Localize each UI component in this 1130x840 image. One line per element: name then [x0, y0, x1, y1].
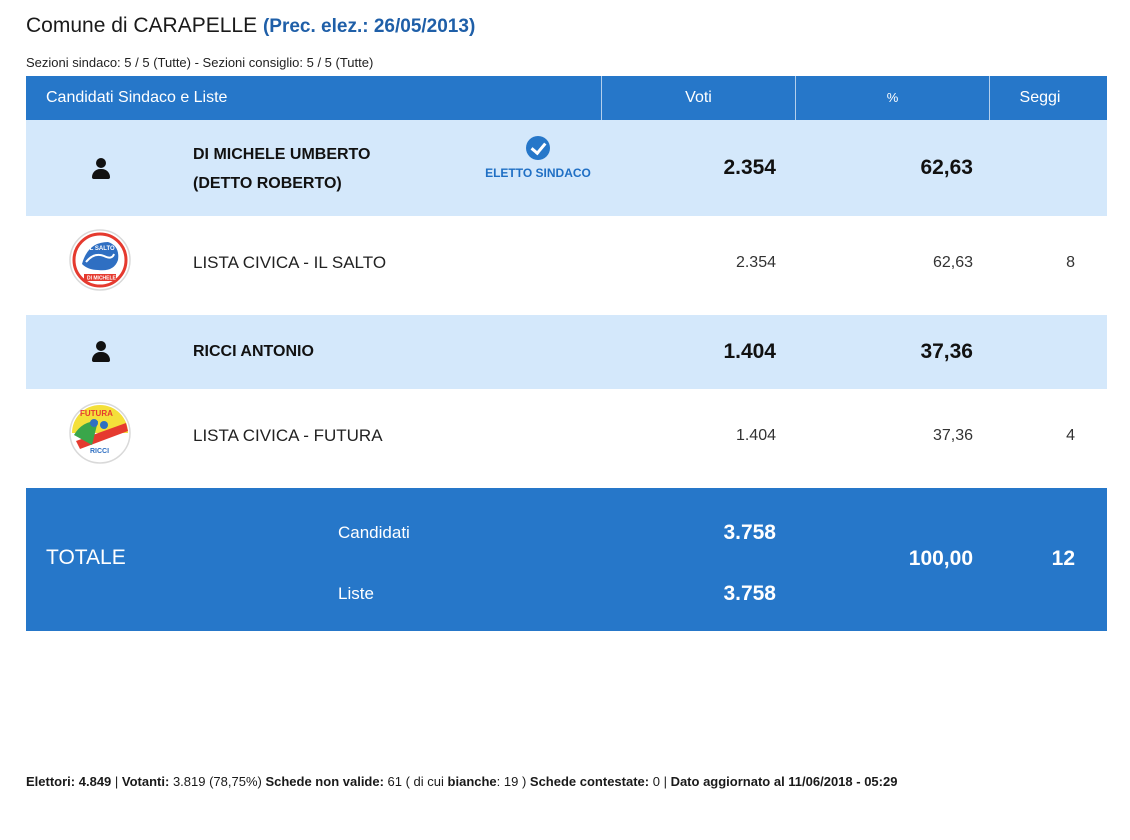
header-divider	[989, 76, 990, 120]
separator: |	[111, 774, 122, 789]
col-header-seats: Seggi	[1019, 89, 1061, 106]
invalid-ballots-label: Schede non valide:	[265, 774, 384, 789]
invalid-ballots-value: 61 ( di cui	[383, 774, 448, 789]
il-salto-logo: IL SALTO DI MICHELE	[68, 228, 132, 292]
contested-ballots-value: 0 |	[649, 774, 671, 789]
last-updated: Dato aggiornato al 11/06/2018 - 05:29	[670, 774, 898, 789]
header-divider	[795, 76, 796, 120]
col-header-votes: Voti	[685, 89, 712, 106]
total-candidates-votes: 3.758	[723, 521, 776, 544]
blank-ballots-label: bianche	[447, 774, 497, 789]
electors-label: Elettori:	[26, 774, 76, 789]
svg-text:IL SALTO: IL SALTO	[88, 246, 115, 252]
candidate-percent: 62,63	[920, 156, 973, 179]
col-header-candidates: Candidati Sindaco e Liste	[46, 89, 228, 106]
candidate-name: DI MICHELE UMBERTO (DETTO ROBERTO)	[193, 140, 370, 198]
list-percent: 37,36	[932, 427, 973, 444]
totals-row: TOTALE Candidati 3.758 Liste 3.758 100,0…	[26, 488, 1107, 631]
person-icon	[90, 341, 112, 363]
total-lists-votes: 3.758	[723, 582, 776, 605]
blank-ballots-value: : 19 )	[496, 774, 530, 789]
elected-badge: ELETTO SINDACO	[468, 136, 608, 180]
contested-ballots-label: Schede contestate:	[529, 774, 650, 789]
results-table: Candidati Sindaco e Liste Voti % Seggi D…	[26, 76, 1107, 488]
svg-text:RICCI: RICCI	[90, 448, 109, 455]
voters-value: 3.819 (78,75%)	[169, 774, 266, 789]
futura-logo: FUTURA RICCI	[68, 401, 132, 465]
candidate-name-line2: (DETTO ROBERTO)	[193, 175, 342, 192]
total-percent: 100,00	[908, 547, 973, 570]
total-seats: 12	[1051, 547, 1075, 570]
total-candidates-label: Candidati	[338, 523, 410, 542]
table-header: Candidati Sindaco e Liste Voti % Seggi	[26, 76, 1107, 120]
total-label: TOTALE	[46, 546, 126, 569]
turnout-summary: Elettori: 4.849 | Votanti: 3.819 (78,75%…	[26, 770, 1106, 794]
sections-info: Sezioni sindaco: 5 / 5 (Tutte) - Sezioni…	[26, 55, 374, 70]
list-row: FUTURA RICCI LISTA CIVICA - FUTURA 1.404…	[26, 389, 1107, 488]
candidate-name-line1: DI MICHELE UMBERTO	[193, 146, 371, 163]
list-name: LISTA CIVICA - FUTURA	[193, 426, 383, 445]
electors-value: 4.849	[78, 774, 112, 789]
list-row: IL SALTO DI MICHELE LISTA CIVICA - IL SA…	[26, 216, 1107, 315]
check-circle-icon	[526, 136, 550, 160]
svg-text:FUTURA: FUTURA	[80, 409, 113, 418]
person-icon	[90, 158, 112, 180]
candidate-name: RICCI ANTONIO	[193, 343, 314, 360]
candidate-votes: 2.354	[723, 156, 776, 179]
voters-label: Votanti:	[121, 774, 170, 789]
previous-election-link[interactable]: (Prec. elez.: 26/05/2013)	[262, 16, 476, 37]
title-municipality: Comune di CARAPELLE	[26, 14, 258, 37]
page-title: Comune di CARAPELLE (Prec. elez.: 26/05/…	[26, 14, 475, 38]
svg-text:DI MICHELE: DI MICHELE	[87, 276, 117, 282]
list-name: LISTA CIVICA - IL SALTO	[193, 253, 387, 272]
list-seats: 8	[1066, 254, 1075, 271]
col-header-percent: %	[886, 90, 899, 105]
header-divider	[601, 76, 602, 120]
total-lists-label: Liste	[338, 584, 374, 603]
elected-label: ELETTO SINDACO	[485, 166, 591, 180]
candidate-row: DI MICHELE UMBERTO (DETTO ROBERTO) ELETT…	[26, 120, 1107, 216]
list-votes: 2.354	[735, 254, 776, 271]
list-percent: 62,63	[932, 254, 973, 271]
candidate-row: RICCI ANTONIO 1.404 37,36	[26, 315, 1107, 389]
candidate-votes: 1.404	[723, 340, 776, 363]
candidate-percent: 37,36	[920, 340, 973, 363]
list-seats: 4	[1066, 427, 1075, 444]
list-votes: 1.404	[735, 427, 776, 444]
